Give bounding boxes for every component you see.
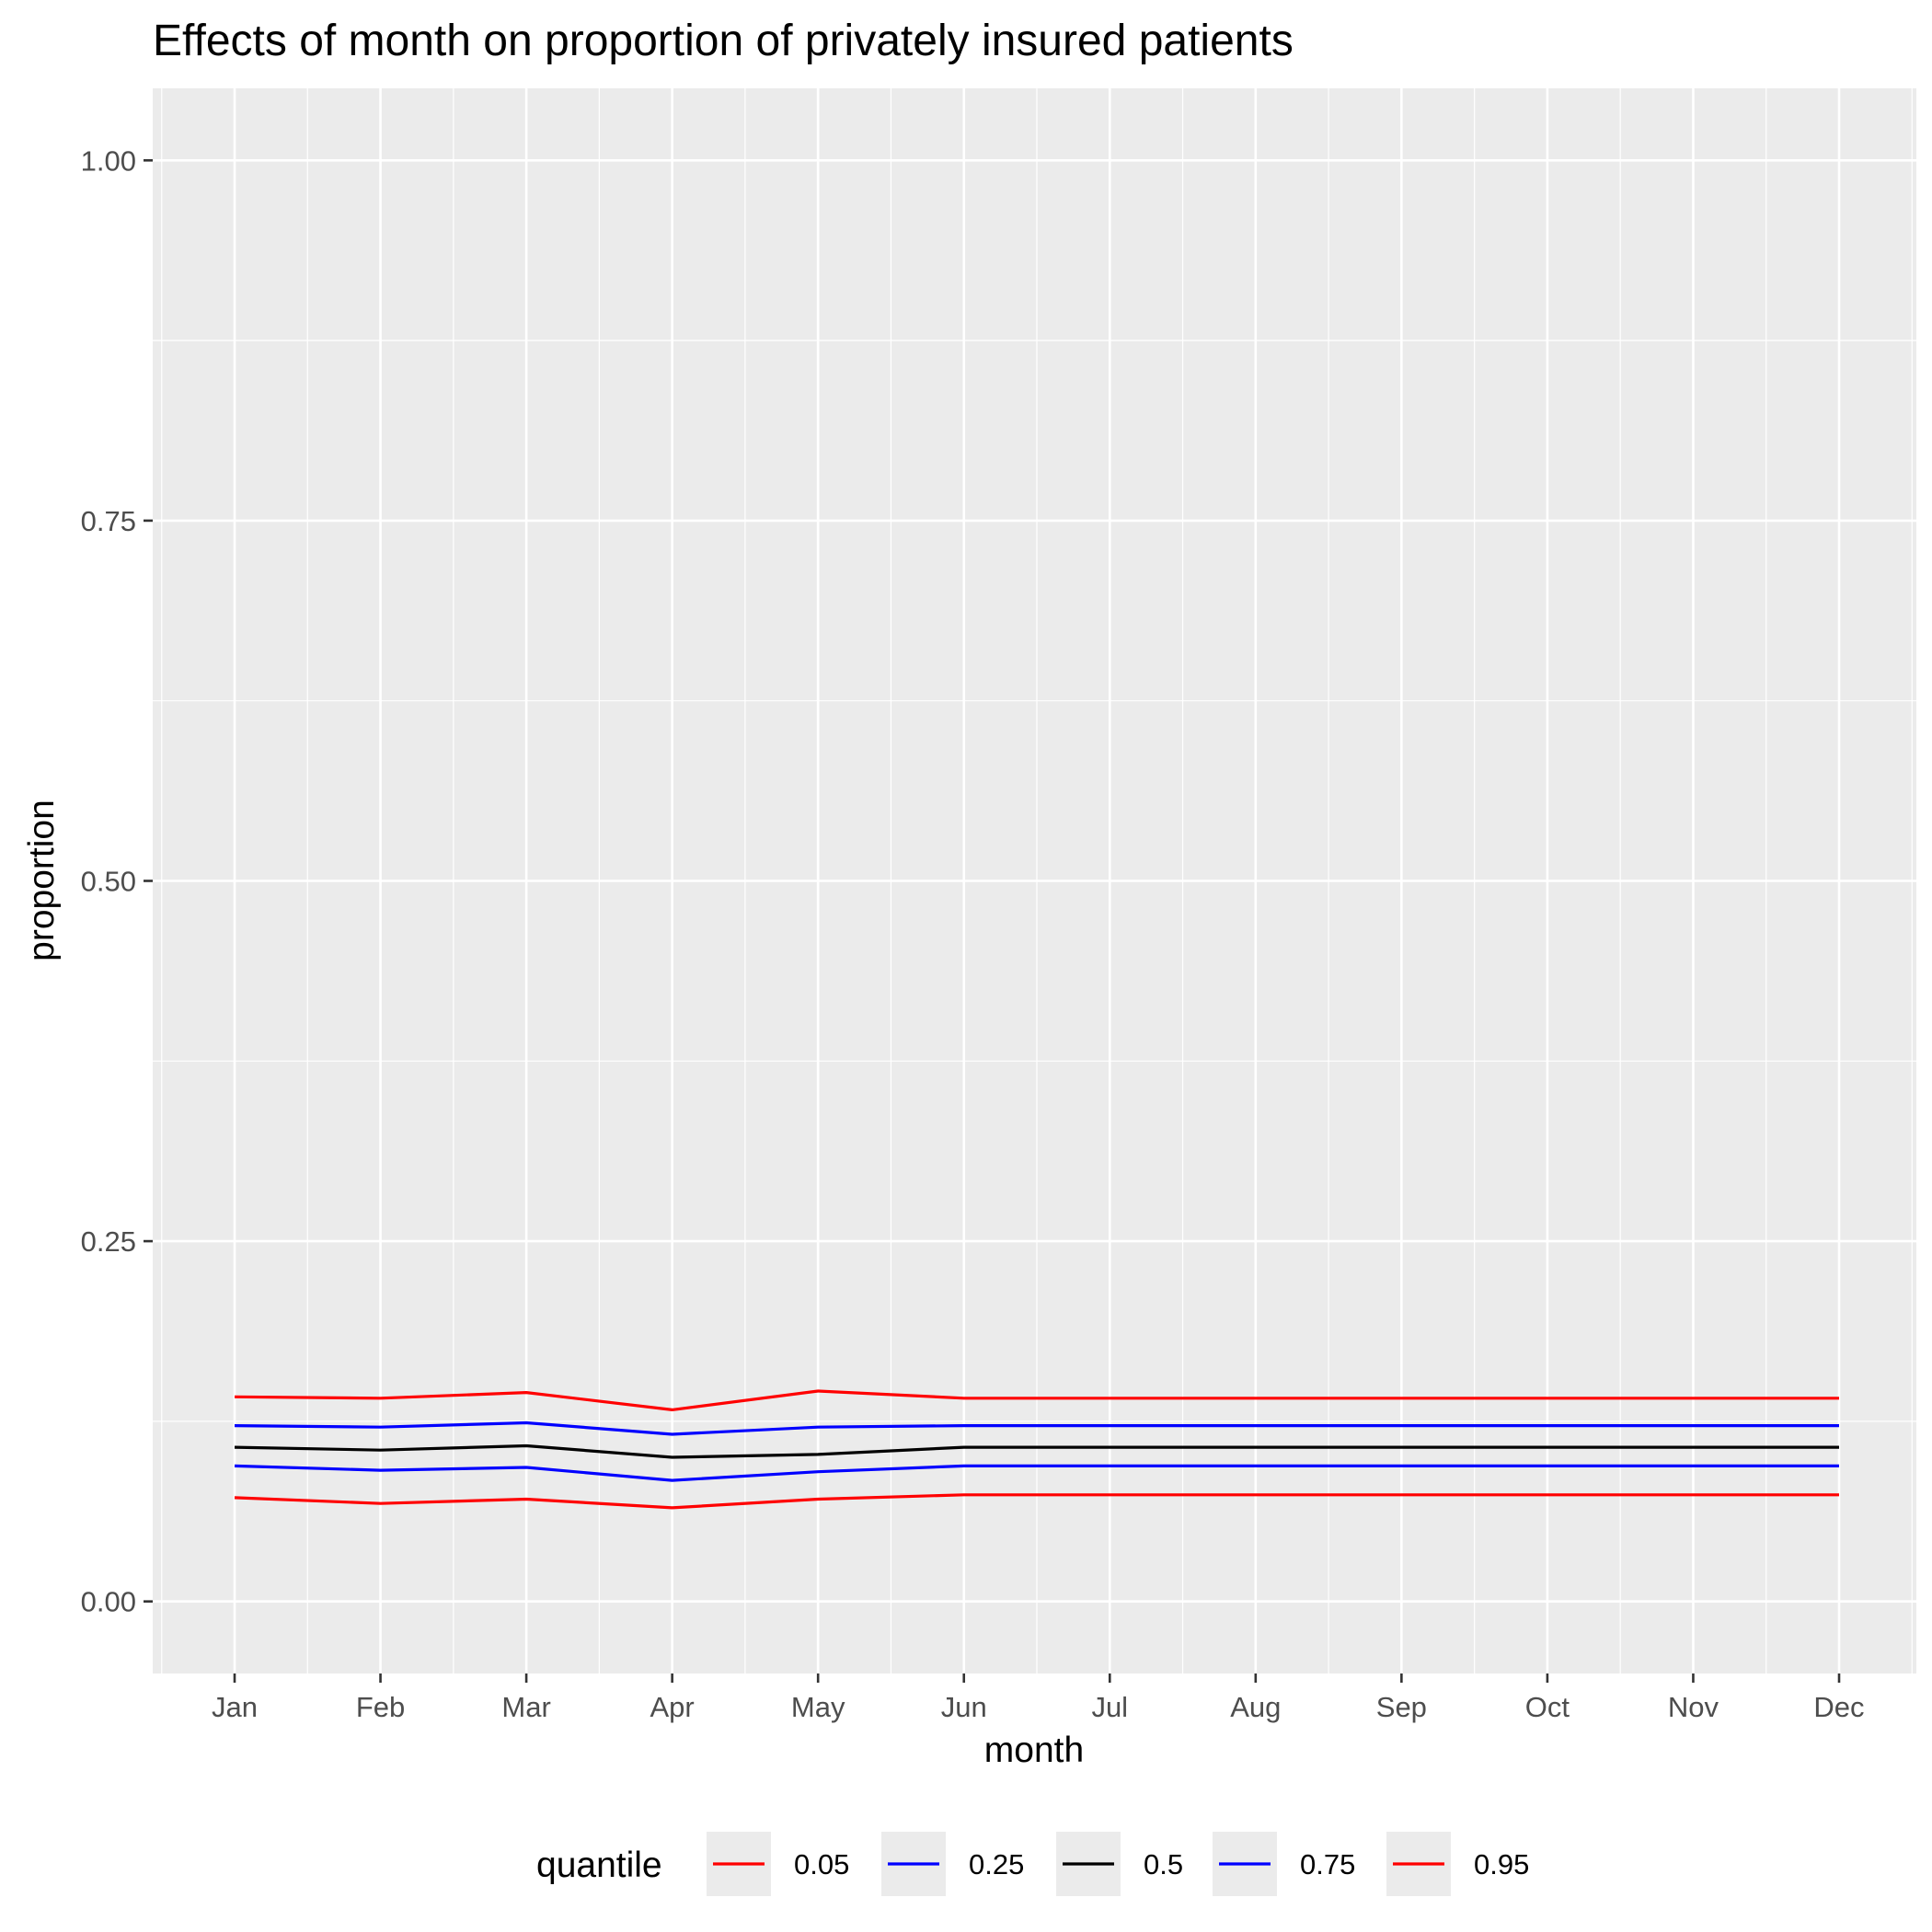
x-axis: Jan Feb Mar Apr May Jun Jul Aug Sep Oct Nov Dec bbox=[212, 1673, 1865, 1723]
legend-label: 0.5 bbox=[1144, 1848, 1183, 1880]
legend: quantile 0.05 0.25 0.5 0.75 0.95 bbox=[536, 1832, 1529, 1896]
series-line-0-05 bbox=[234, 1493, 1839, 1510]
legend-label: 0.25 bbox=[969, 1848, 1024, 1880]
x-tick-label: Jun bbox=[941, 1691, 987, 1723]
legend-label: 0.75 bbox=[1300, 1848, 1355, 1880]
x-axis-title: month bbox=[984, 1731, 1084, 1770]
x-tick-label: Apr bbox=[650, 1691, 695, 1723]
y-tick-label: 1.00 bbox=[81, 144, 136, 177]
y-axis-title: proportion bbox=[22, 799, 62, 961]
x-tick-label: Jul bbox=[1091, 1691, 1128, 1723]
y-tick-label: 0.00 bbox=[81, 1586, 136, 1618]
series-line-0-25 bbox=[234, 1464, 1839, 1482]
x-tick-label: Jan bbox=[212, 1691, 258, 1723]
legend-label: 0.05 bbox=[794, 1848, 849, 1880]
chart-title: Effects of month on proportion of privat… bbox=[153, 17, 1294, 65]
y-axis: 0.00 0.25 0.50 0.75 1.00 bbox=[81, 144, 153, 1618]
legend-items: 0.05 0.25 0.5 0.75 0.95 bbox=[707, 1832, 1529, 1896]
x-tick-label: Oct bbox=[1525, 1691, 1570, 1723]
y-tick-label: 0.25 bbox=[81, 1225, 136, 1258]
x-tick-label: Aug bbox=[1230, 1691, 1281, 1723]
series-line-0-5 bbox=[234, 1443, 1839, 1459]
y-tick-label: 0.75 bbox=[81, 505, 136, 537]
legend-label: 0.95 bbox=[1474, 1848, 1529, 1880]
series-line-0-95 bbox=[234, 1389, 1839, 1412]
x-tick-label: Sep bbox=[1376, 1691, 1427, 1723]
series-lines bbox=[234, 1389, 1839, 1510]
x-tick-label: May bbox=[791, 1691, 845, 1723]
series-line-0-75 bbox=[234, 1420, 1839, 1436]
y-tick-label: 0.50 bbox=[81, 866, 136, 898]
x-tick-label: Mar bbox=[501, 1691, 550, 1723]
x-tick-label: Dec bbox=[1813, 1691, 1864, 1723]
legend-title: quantile bbox=[536, 1846, 662, 1885]
x-tick-label: Nov bbox=[1668, 1691, 1719, 1723]
x-tick-label: Feb bbox=[356, 1691, 405, 1723]
